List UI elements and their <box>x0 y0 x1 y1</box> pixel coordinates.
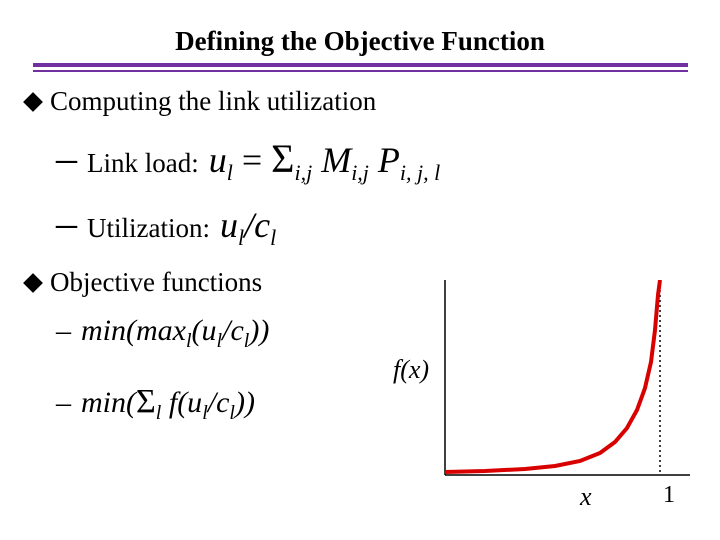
eq-sub-ijl: i, j, l <box>400 160 440 185</box>
chart-xlabel: x <box>580 482 592 512</box>
title-underline <box>33 63 688 72</box>
eq-u: u <box>209 140 227 180</box>
slide-title: Defining the Objective Function <box>0 26 720 57</box>
diamond-icon <box>23 92 43 112</box>
bullet-computing: Computing the link utilization <box>26 86 720 117</box>
equation-utilization: ul/cl <box>220 204 276 251</box>
sub-link-load: – Link load: ul = Σi,j Mi,j Pi, j, l <box>56 135 720 186</box>
obj1-d: )) <box>249 314 269 347</box>
equation-minsum: min(Σl f(ul/cl)) <box>81 383 255 425</box>
obj2-a: min( <box>81 386 136 419</box>
bullet-text-1: Computing the link utilization <box>50 86 376 117</box>
chart-curve <box>445 280 660 472</box>
eq-equals: = <box>233 140 271 180</box>
dash-icon: – <box>56 145 77 174</box>
dash-icon: – <box>56 314 71 348</box>
obj2-b: f(u <box>161 386 202 419</box>
equation-minmax: min(maxl(ul/cl)) <box>81 314 269 353</box>
obj1-c: /c <box>222 314 244 347</box>
chart-one-label: 1 <box>663 482 675 509</box>
eq-sub-ij: i,j <box>294 160 312 185</box>
eq-sub-ij2: i,j <box>351 160 369 185</box>
eq-sigma: Σ <box>271 136 294 181</box>
sub-utilization: – Utilization: ul/cl <box>56 204 720 251</box>
obj2-c: /c <box>208 386 230 419</box>
eq-sub-l2: l <box>270 225 276 250</box>
bullet-text-2: Objective functions <box>50 267 262 298</box>
obj2-d: )) <box>235 386 255 419</box>
obj1-a: min(max <box>81 314 186 347</box>
obj2-sigma: Σ <box>136 383 156 420</box>
title-area: Defining the Objective Function <box>0 0 720 72</box>
obj1-b: (u <box>192 314 217 347</box>
dash-icon: – <box>56 210 77 239</box>
eq-M: M <box>312 140 351 180</box>
eq-P: P <box>369 140 400 180</box>
eq-slash-c: /c <box>244 205 270 245</box>
equation-link-load: ul = Σi,j Mi,j Pi, j, l <box>209 135 441 186</box>
sub-label-utilization: Utilization: <box>87 213 210 244</box>
diamond-icon <box>23 273 43 293</box>
chart-ylabel: f(x) <box>393 355 429 385</box>
chart-svg <box>395 280 695 480</box>
dash-icon: – <box>56 386 71 420</box>
chart-area: f(x) x 1 <box>395 280 695 510</box>
eq-u2: u <box>220 205 238 245</box>
sub-label-link-load: Link load: <box>87 148 199 179</box>
